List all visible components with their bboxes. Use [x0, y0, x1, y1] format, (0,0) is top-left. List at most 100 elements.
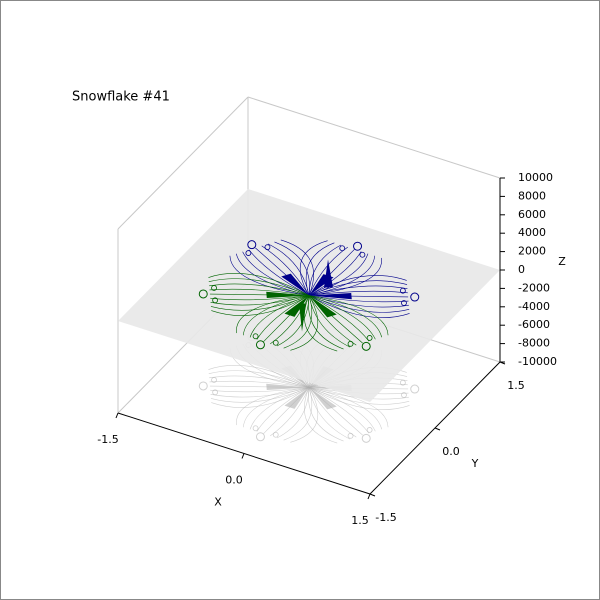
snowflake-arm — [281, 273, 309, 296]
snowflake-arm — [248, 249, 310, 296]
snowflake-arm — [308, 290, 408, 296]
snowflake-arm — [339, 245, 346, 252]
x-tick-label: 0.0 — [225, 474, 243, 487]
snowflake-arm — [247, 240, 257, 250]
snowflake-arm — [211, 285, 217, 291]
snowflake-arm — [266, 291, 309, 298]
snowflake-arm — [308, 295, 389, 336]
y-axis-label: Y — [471, 457, 479, 470]
snowflake-arm — [309, 293, 352, 300]
shadow — [249, 387, 310, 430]
snowflake-arm — [264, 244, 271, 251]
shadow — [208, 365, 310, 388]
shadow — [309, 387, 337, 410]
snowflake-arm — [274, 241, 310, 296]
snowflake-arm — [359, 251, 366, 258]
snowflake-arm — [410, 292, 420, 302]
snowflake-arm — [208, 273, 310, 296]
x-tick — [115, 412, 119, 419]
snowflake-arm — [401, 300, 407, 306]
box-edge — [117, 96, 249, 230]
snowflake-arm — [210, 295, 310, 301]
shadow — [308, 387, 383, 430]
z-tick-label: -6000 — [518, 318, 550, 331]
snowflake-arm — [308, 295, 376, 340]
z-tick-label: -2000 — [518, 281, 550, 294]
shadow — [308, 387, 351, 440]
x-tick — [367, 493, 371, 500]
z-tick-label: 6000 — [518, 208, 546, 221]
snowflake-arm — [208, 278, 310, 296]
snowflake-arm — [308, 253, 369, 296]
y-tick-label: 1.5 — [507, 379, 525, 392]
snowflake-arm — [267, 243, 310, 296]
z-tick-label: 4000 — [518, 226, 546, 239]
shadow — [198, 381, 208, 391]
snowflake-arm — [309, 295, 337, 318]
snowflake-arm — [209, 283, 310, 296]
snowflake-arm — [308, 295, 344, 350]
snowflake-arm — [308, 295, 383, 338]
snowflake-arm — [308, 295, 370, 342]
shadow — [361, 433, 371, 443]
snowflake-arm — [347, 340, 354, 347]
x-tick-label: 1.5 — [351, 514, 369, 527]
shadow — [211, 377, 217, 383]
snowflake-arm — [256, 295, 310, 340]
y-tick — [369, 493, 376, 497]
z-tick-label: 10000 — [518, 171, 553, 184]
shadow — [401, 392, 407, 398]
snowflake-arm — [198, 289, 208, 299]
snowflake-arm — [308, 295, 409, 303]
shadow — [272, 431, 279, 438]
z-tick-label: -4000 — [518, 300, 550, 313]
snowflake-arm — [366, 335, 373, 341]
snowflake-arm — [308, 255, 375, 296]
shadow — [209, 380, 310, 388]
spike — [324, 259, 333, 288]
snowflake-arm — [308, 257, 382, 296]
snowflake-arm — [308, 295, 351, 348]
shadow — [209, 375, 310, 388]
z-tick-label: 2000 — [518, 245, 546, 258]
x-tick — [241, 453, 245, 459]
shadow — [255, 432, 265, 442]
shadow — [308, 387, 389, 428]
snowflake-arm — [249, 295, 310, 338]
shadow — [236, 387, 310, 426]
x-axis-label: X — [214, 496, 222, 509]
z-tick-label: 8000 — [518, 189, 546, 202]
spike — [299, 303, 306, 332]
snowflake-arm — [236, 295, 310, 334]
shadow — [308, 387, 344, 442]
x-tick-label: -1.5 — [97, 433, 118, 446]
snowflake-arm — [308, 251, 362, 296]
snowflake-arm — [304, 295, 338, 352]
shadow — [347, 432, 354, 439]
y-tick-label: 0.0 — [442, 445, 460, 458]
y-tick-label: -1.5 — [375, 511, 396, 524]
snowflake-arm — [353, 241, 363, 251]
z-axis-label: Z — [558, 255, 566, 268]
snowflake-arm — [272, 339, 279, 346]
snowflake-arm — [212, 297, 219, 304]
y-tick — [434, 427, 441, 431]
snowflake-arm — [280, 239, 314, 296]
shadow — [212, 389, 219, 396]
chart-title: Snowflake #41 — [72, 90, 170, 105]
snowflake-arm — [245, 250, 252, 256]
shadow — [208, 370, 310, 388]
snowflake-arm — [209, 288, 310, 296]
snowflake-arm — [243, 295, 310, 336]
snowflake-arm — [255, 340, 265, 350]
z-tick-label: 0 — [518, 263, 525, 276]
shadow — [308, 387, 376, 432]
box-edge — [247, 96, 501, 179]
snowflake-arm — [252, 333, 259, 340]
shadow — [399, 379, 406, 386]
z-tick-label: -10000 — [518, 355, 557, 368]
z-tick-label: -8000 — [518, 337, 550, 350]
shadow — [308, 387, 370, 434]
